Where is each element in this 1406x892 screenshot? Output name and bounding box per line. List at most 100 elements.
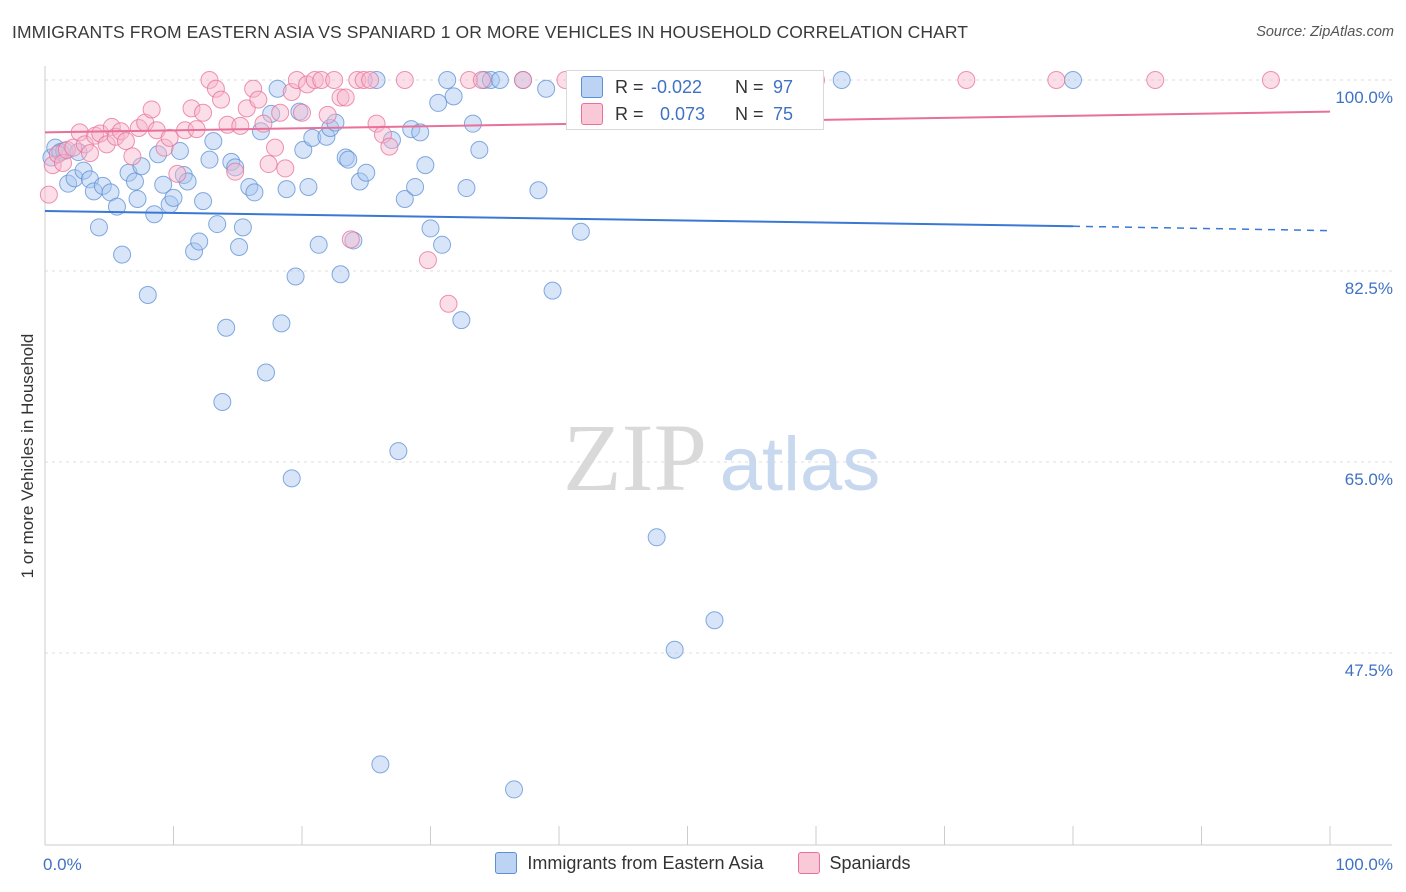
legend-swatch-pink bbox=[797, 852, 820, 874]
point-eastern-asia bbox=[367, 71, 386, 89]
point-eastern-asia bbox=[490, 71, 509, 89]
point-spaniards bbox=[331, 88, 350, 107]
legend-item-eastern-asia[interactable]: Immigrants from Eastern Asia bbox=[495, 852, 764, 874]
point-spaniards bbox=[244, 79, 263, 98]
point-eastern-asia bbox=[138, 286, 157, 305]
legend-n-label: N = bbox=[735, 76, 764, 97]
point-spaniards bbox=[160, 128, 179, 147]
point-eastern-asia bbox=[204, 132, 223, 151]
point-eastern-asia bbox=[262, 104, 281, 123]
point-eastern-asia bbox=[421, 219, 440, 238]
point-eastern-asia bbox=[452, 311, 471, 330]
point-eastern-asia bbox=[149, 145, 168, 164]
point-eastern-asia bbox=[178, 172, 197, 191]
point-spaniards bbox=[472, 71, 491, 89]
watermark-zip: ZIP bbox=[563, 404, 707, 511]
point-eastern-asia bbox=[245, 183, 264, 202]
legend-item-spaniards[interactable]: Spaniards bbox=[797, 852, 911, 874]
point-eastern-asia bbox=[433, 235, 452, 254]
legend-row-spaniards: R = 0.073 N = 75 bbox=[581, 101, 793, 127]
point-spaniards bbox=[182, 99, 201, 118]
point-eastern-asia bbox=[107, 197, 126, 216]
point-spaniards bbox=[226, 162, 245, 181]
point-spaniards bbox=[155, 138, 174, 157]
series-legend: Immigrants from Eastern Asia Spaniards bbox=[0, 852, 1406, 874]
y-tick-label: 100.0% bbox=[1335, 88, 1393, 107]
point-eastern-asia bbox=[529, 181, 548, 200]
legend-label-eastern-asia: Immigrants from Eastern Asia bbox=[527, 852, 764, 873]
axes bbox=[44, 66, 1392, 846]
point-eastern-asia bbox=[272, 314, 291, 333]
point-eastern-asia bbox=[309, 235, 328, 254]
point-eastern-asia bbox=[208, 215, 227, 234]
watermark-atlas: atlas bbox=[720, 422, 881, 507]
point-spaniards bbox=[123, 147, 142, 166]
point-eastern-asia bbox=[299, 177, 318, 196]
point-eastern-asia bbox=[170, 141, 189, 160]
point-spaniards bbox=[514, 71, 533, 89]
point-eastern-asia bbox=[571, 222, 590, 241]
trend-line-eastern-asia-extension bbox=[1072, 225, 1331, 232]
point-eastern-asia bbox=[194, 192, 213, 211]
chart-title: IMMIGRANTS FROM EASTERN ASIA VS SPANIARD… bbox=[12, 22, 969, 42]
point-eastern-asia bbox=[154, 175, 173, 194]
point-eastern-asia bbox=[416, 156, 435, 175]
legend-label-spaniards: Spaniards bbox=[829, 852, 911, 873]
point-eastern-asia bbox=[395, 189, 414, 208]
point-eastern-asia bbox=[705, 611, 724, 630]
point-eastern-asia bbox=[190, 232, 209, 251]
point-eastern-asia bbox=[505, 780, 524, 799]
point-eastern-asia bbox=[1064, 71, 1082, 89]
point-eastern-asia bbox=[240, 177, 259, 196]
point-eastern-asia bbox=[294, 140, 313, 159]
point-eastern-asia bbox=[429, 93, 448, 112]
point-spaniards bbox=[266, 138, 285, 157]
point-spaniards bbox=[348, 71, 367, 89]
point-spaniards bbox=[168, 164, 187, 183]
point-eastern-asia bbox=[164, 188, 183, 207]
point-spaniards bbox=[212, 90, 231, 109]
point-eastern-asia bbox=[411, 123, 430, 142]
point-spaniards bbox=[64, 138, 83, 157]
point-spaniards bbox=[361, 71, 380, 89]
point-spaniards bbox=[206, 79, 225, 98]
point-eastern-asia bbox=[444, 87, 463, 106]
point-eastern-asia bbox=[457, 179, 476, 198]
y-tick-label: 65.0% bbox=[1345, 470, 1393, 489]
point-eastern-asia bbox=[647, 528, 666, 547]
legend-swatch-pink bbox=[581, 103, 603, 125]
point-eastern-asia bbox=[665, 640, 684, 659]
point-eastern-asia bbox=[268, 79, 287, 98]
y-tick-label: 82.5% bbox=[1345, 279, 1393, 298]
point-eastern-asia bbox=[185, 242, 204, 261]
point-eastern-asia bbox=[257, 363, 276, 382]
legend-swatch-blue bbox=[581, 76, 603, 98]
point-eastern-asia bbox=[145, 205, 164, 224]
point-eastern-asia bbox=[371, 755, 390, 774]
x-tick-label: 100.0% bbox=[1335, 855, 1393, 874]
point-spaniards bbox=[460, 71, 479, 89]
point-spaniards bbox=[318, 105, 337, 124]
point-spaniards bbox=[439, 294, 458, 313]
point-eastern-asia bbox=[200, 150, 219, 169]
point-eastern-asia bbox=[226, 158, 245, 177]
trend-line-eastern-asia bbox=[44, 209, 1074, 228]
point-spaniards bbox=[80, 144, 99, 163]
point-eastern-asia bbox=[339, 150, 358, 169]
point-spaniards bbox=[325, 71, 344, 89]
point-spaniards bbox=[312, 71, 331, 89]
point-eastern-asia bbox=[213, 392, 232, 411]
point-spaniards bbox=[106, 127, 125, 146]
point-eastern-asia bbox=[233, 218, 252, 237]
point-spaniards bbox=[305, 71, 324, 89]
point-eastern-asia bbox=[389, 442, 408, 461]
point-eastern-asia bbox=[89, 218, 108, 237]
point-spaniards bbox=[194, 103, 213, 122]
stats-legend: R = -0.022 N = 97 R = 0.073 N = 75 bbox=[566, 70, 824, 130]
point-spaniards bbox=[336, 88, 355, 107]
point-spaniards bbox=[287, 71, 306, 89]
point-eastern-asia bbox=[125, 172, 144, 191]
x-tick-label: 0.0% bbox=[43, 855, 82, 874]
point-spaniards bbox=[48, 145, 67, 164]
